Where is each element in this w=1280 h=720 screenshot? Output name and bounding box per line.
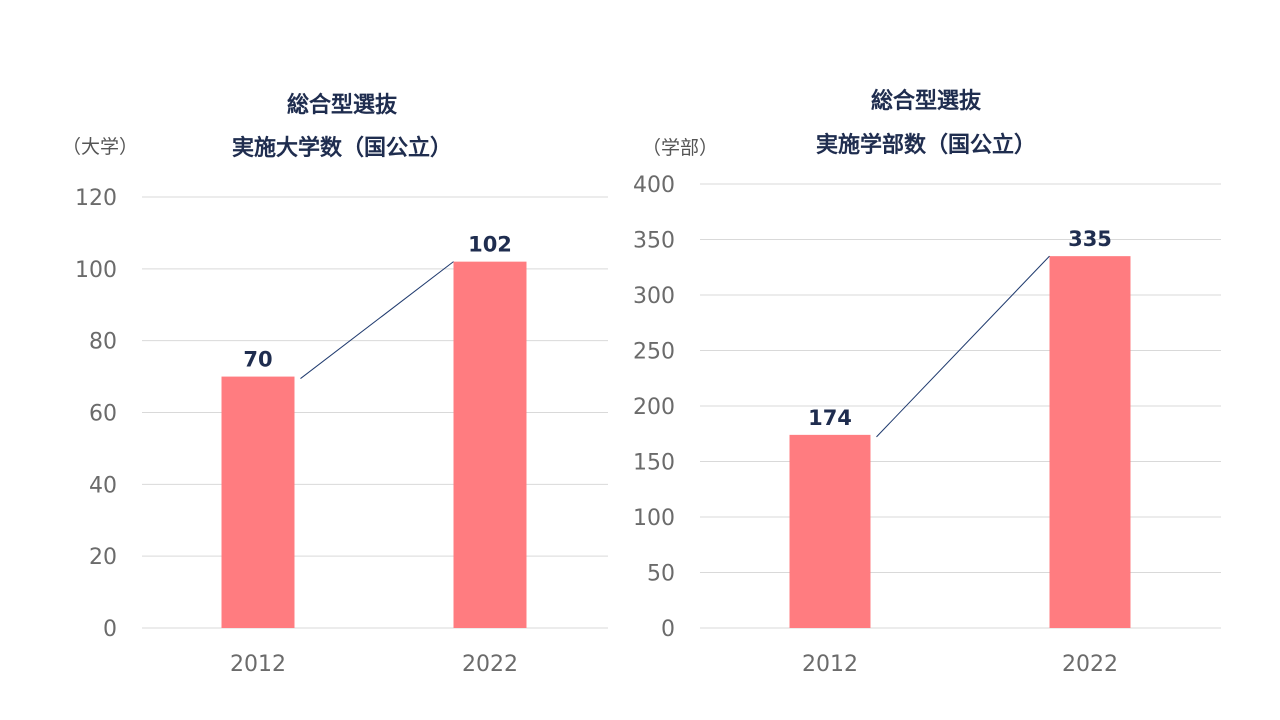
chart1-title-line-1: 総合型選抜 [287,92,398,118]
chart2-title-line-2: 実施学部数（国公立） [816,132,1036,158]
chart2-y-tick-label: 300 [633,284,675,309]
chart1-connector-line [300,261,454,379]
chart1-x-tick-label-2012: 2012 [230,652,286,677]
chart2-data-label-2022: 335 [1068,227,1112,251]
chart2-x-tick-label-2012: 2012 [802,652,858,677]
chart1-y-tick-label: 60 [89,402,117,427]
chart2-y-unit-label: （学部） [642,137,718,159]
chart2-y-tick-label: 50 [647,562,675,587]
chart2-bar-2022 [1049,256,1131,628]
chart2-y-tick-label: 150 [633,451,675,476]
chart1-y-tick-label: 20 [89,545,117,570]
chart1-y-tick-label: 40 [89,473,117,498]
chart1-data-label-2022: 102 [468,233,512,257]
chart2-data-label-2012: 174 [808,406,852,430]
chart1-y-tick-label: 100 [75,258,117,283]
chart2-y-tick-label: 400 [633,173,675,198]
chart2-y-tick-label: 100 [633,506,675,531]
chart1-y-tick-label: 0 [103,617,117,642]
chart1-bar-2022 [453,261,527,628]
chart1-y-tick-label: 80 [89,330,117,355]
chart2-bar-2012 [789,434,871,628]
chart2-x-tick-label-2022: 2022 [1062,652,1118,677]
chart2-y-tick-label: 250 [633,340,675,365]
chart2-y-tick-label: 0 [661,617,675,642]
chart1-bar-2012 [221,376,295,628]
chart1-title-line-2: 実施大学数（国公立） [232,135,452,161]
chart1-data-label-2012: 70 [243,348,272,372]
chart2-y-tick-label: 200 [633,395,675,420]
chart2-connector-line [876,255,1050,438]
chart1-y-unit-label: （大学） [62,136,138,158]
chart2-y-tick-label: 350 [633,229,675,254]
chart1-x-tick-label-2022: 2022 [462,652,518,677]
chart1-y-tick-label: 120 [75,186,117,211]
chart2-title-line-1: 総合型選抜 [871,88,982,114]
